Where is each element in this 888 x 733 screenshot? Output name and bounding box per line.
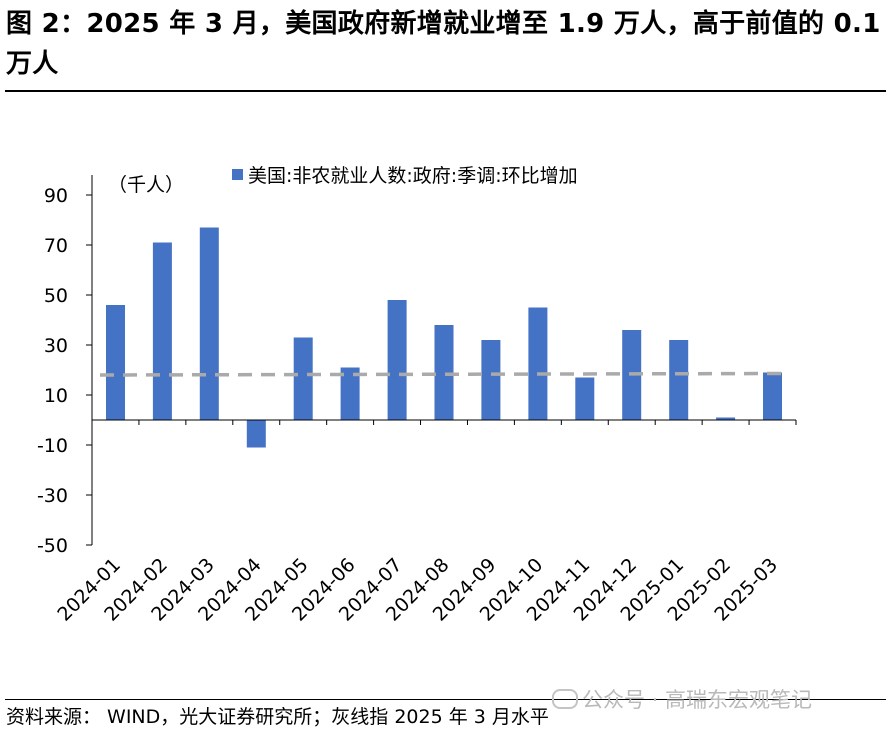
bar xyxy=(716,417,736,420)
bar xyxy=(340,367,360,420)
y-tick-label: 10 xyxy=(44,385,68,407)
title-divider xyxy=(5,90,886,92)
wechat-icon xyxy=(552,689,578,709)
bar xyxy=(763,372,782,420)
bar xyxy=(293,337,313,420)
y-axis: 90 70 50 30 10 -10 -30 -50 xyxy=(37,175,93,557)
bar xyxy=(199,227,219,420)
watermark-text: 公众号 · 高瑞东宏观笔记 xyxy=(582,688,813,712)
bar xyxy=(152,242,172,420)
y-tick-label: -10 xyxy=(37,435,68,457)
legend-swatch xyxy=(232,169,243,180)
y-tick-label: 70 xyxy=(44,235,68,257)
footer-divider xyxy=(5,699,886,700)
chart-title: 图 2：2025 年 3 月，美国政府新增就业增至 1.9 万人，高于前值的 0… xyxy=(6,9,881,79)
legend-label: 美国:非农就业人数:政府:季调:环比增加 xyxy=(248,165,578,187)
y-tick-label: 90 xyxy=(44,185,68,207)
x-axis: 2024-012024-022024-032024-042024-052024-… xyxy=(53,419,797,626)
bar-chart: 90 70 50 30 10 -10 -30 -50 2024-012024-022024-0… xyxy=(37,165,797,626)
bar xyxy=(387,300,407,420)
y-unit-label: （千人） xyxy=(108,174,184,196)
bar xyxy=(528,307,548,420)
y-tick-label: -50 xyxy=(37,535,68,557)
bar xyxy=(434,325,454,420)
bar xyxy=(669,340,689,420)
source-note: 资料来源： WIND，光大证券研究所；灰线指 2025 年 3 月水平 xyxy=(6,706,549,728)
bar xyxy=(575,377,595,420)
bar xyxy=(106,305,125,420)
y-tick-label: -30 xyxy=(37,485,68,507)
watermark: 公众号 · 高瑞东宏观笔记 xyxy=(552,684,812,714)
y-tick-label: 50 xyxy=(44,285,68,307)
y-tick-label: 30 xyxy=(44,335,68,357)
legend: 美国:非农就业人数:政府:季调:环比增加 xyxy=(232,165,578,187)
bar xyxy=(481,340,501,420)
bar xyxy=(246,420,266,448)
bar-series xyxy=(106,227,782,448)
